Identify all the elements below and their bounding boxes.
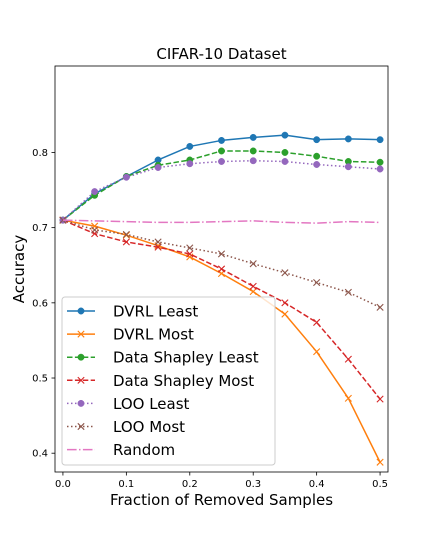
data-point-dvrl-most [376,458,384,466]
x-tick-label: 0.1 [118,479,134,490]
data-point-dvrl-least [344,135,352,143]
data-point-loo-least [344,163,352,171]
series-random [62,219,381,224]
legend-label: Random [113,441,175,459]
data-point-loo-most [344,288,352,296]
legend-frame [61,296,276,466]
data-point-loo-most [122,230,130,239]
y-tick-label: 0.5 [32,374,48,385]
data-point-loo-least [218,158,225,165]
legend: DVRL Least DVRL Most Data Shapley Least Dat… [61,296,276,466]
data-point-dvrl-most [186,253,194,261]
legend-item-loo-most: LOO Most [67,418,185,436]
data-point-data-shapley-most [313,318,321,326]
x-axis-label: Fraction of Removed Samples [110,491,333,509]
data-point-data-shapley-most [281,299,289,307]
data-point-loo-most [59,216,67,224]
data-point-dvrl-most [281,310,289,318]
data-point-dvrl-most [249,287,257,296]
data-point-loo-least [281,158,289,165]
data-point-dvrl-least [186,142,194,150]
data-point-loo-most [376,303,384,311]
chart-title: CIFAR-10 Dataset [156,45,286,63]
data-point-data-shapley-most [344,355,352,363]
data-point-dvrl-least [249,133,257,141]
legend-marker [77,353,85,361]
legend-label: Data Shapley Most [113,372,254,390]
legend-marker [77,330,85,338]
y-tick-label: 0.6 [32,298,48,309]
legend-marker [77,376,85,384]
data-point-loo-least [376,165,384,173]
y-tick-label: 0.4 [32,449,48,460]
legend-item-data-shapley-least: Data Shapley Least [67,349,259,367]
legend-item-dvrl-least: DVRL Least [67,303,198,321]
legend-label: DVRL Least [113,303,198,321]
x-axis: 0.0 0.1 0.2 0.3 0.4 0.5 [55,472,388,490]
data-point-dvrl-least [218,136,225,144]
legend-entries: DVRL Least DVRL Most Data Shapley Least Dat… [67,303,259,459]
series-line-loo-least [62,159,381,221]
data-point-data-shapley-least [376,158,384,166]
series-layer [59,131,384,466]
data-point-loo-least [122,173,130,181]
data-point-dvrl-least [376,136,384,144]
data-point-data-shapley-most [186,250,194,258]
data-point-data-shapley-least [249,147,257,155]
x-tick-label: 0.0 [55,479,71,490]
data-point-dvrl-least [281,131,289,139]
data-point-data-shapley-most [376,395,384,403]
data-point-loo-least [91,188,99,196]
legend-label: LOO Most [113,418,185,436]
data-point-data-shapley-least [218,147,225,155]
data-point-data-shapley-least [281,149,289,156]
data-point-data-shapley-most [249,282,257,290]
x-tick-label: 0.3 [245,479,261,490]
data-point-loo-most [186,244,194,252]
legend-item-loo-least: LOO Least [67,395,190,413]
legend-label: DVRL Most [113,326,194,344]
series-line-random [62,219,381,224]
data-point-loo-least [154,164,162,171]
legend-item-data-shapley-most: Data Shapley Most [67,372,254,390]
data-point-loo-most [313,278,321,287]
legend-marker [77,399,85,407]
legend-marker [77,307,85,315]
series-line-loo-most [62,219,381,309]
legend-item-dvrl-most: DVRL Most [67,326,194,344]
data-point-loo-most [217,250,226,258]
data-point-loo-least [249,157,257,165]
y-tick-label: 0.8 [32,148,48,159]
y-axis-label: Accuracy [10,235,28,304]
plot-frame [54,65,389,473]
x-tick-label: 0.5 [372,479,388,490]
data-point-data-shapley-most [154,243,162,251]
legend-marker [77,422,85,431]
data-point-loo-most [281,269,289,277]
data-point-data-shapley-least [313,152,321,160]
legend-label: LOO Least [113,395,190,413]
data-point-loo-least [186,160,194,168]
series-loo-most [59,216,384,311]
data-point-data-shapley-most [217,265,226,273]
data-point-loo-most [249,260,257,268]
y-tick-label: 0.7 [32,223,48,234]
legend-item-random: Random [67,441,175,459]
series-loo-least [59,157,384,224]
data-point-dvrl-most [313,348,321,356]
legend-label: Data Shapley Least [113,349,259,367]
x-tick-label: 0.2 [182,479,198,490]
data-point-data-shapley-most [122,238,130,246]
data-point-dvrl-most [344,394,352,402]
x-tick-label: 0.4 [309,479,325,490]
data-point-dvrl-least [313,136,321,144]
data-point-loo-least [313,161,321,168]
data-point-loo-most [154,238,162,246]
data-point-loo-most [91,226,99,234]
y-axis: 0.4 0.5 0.6 0.7 0.8 [32,148,55,460]
